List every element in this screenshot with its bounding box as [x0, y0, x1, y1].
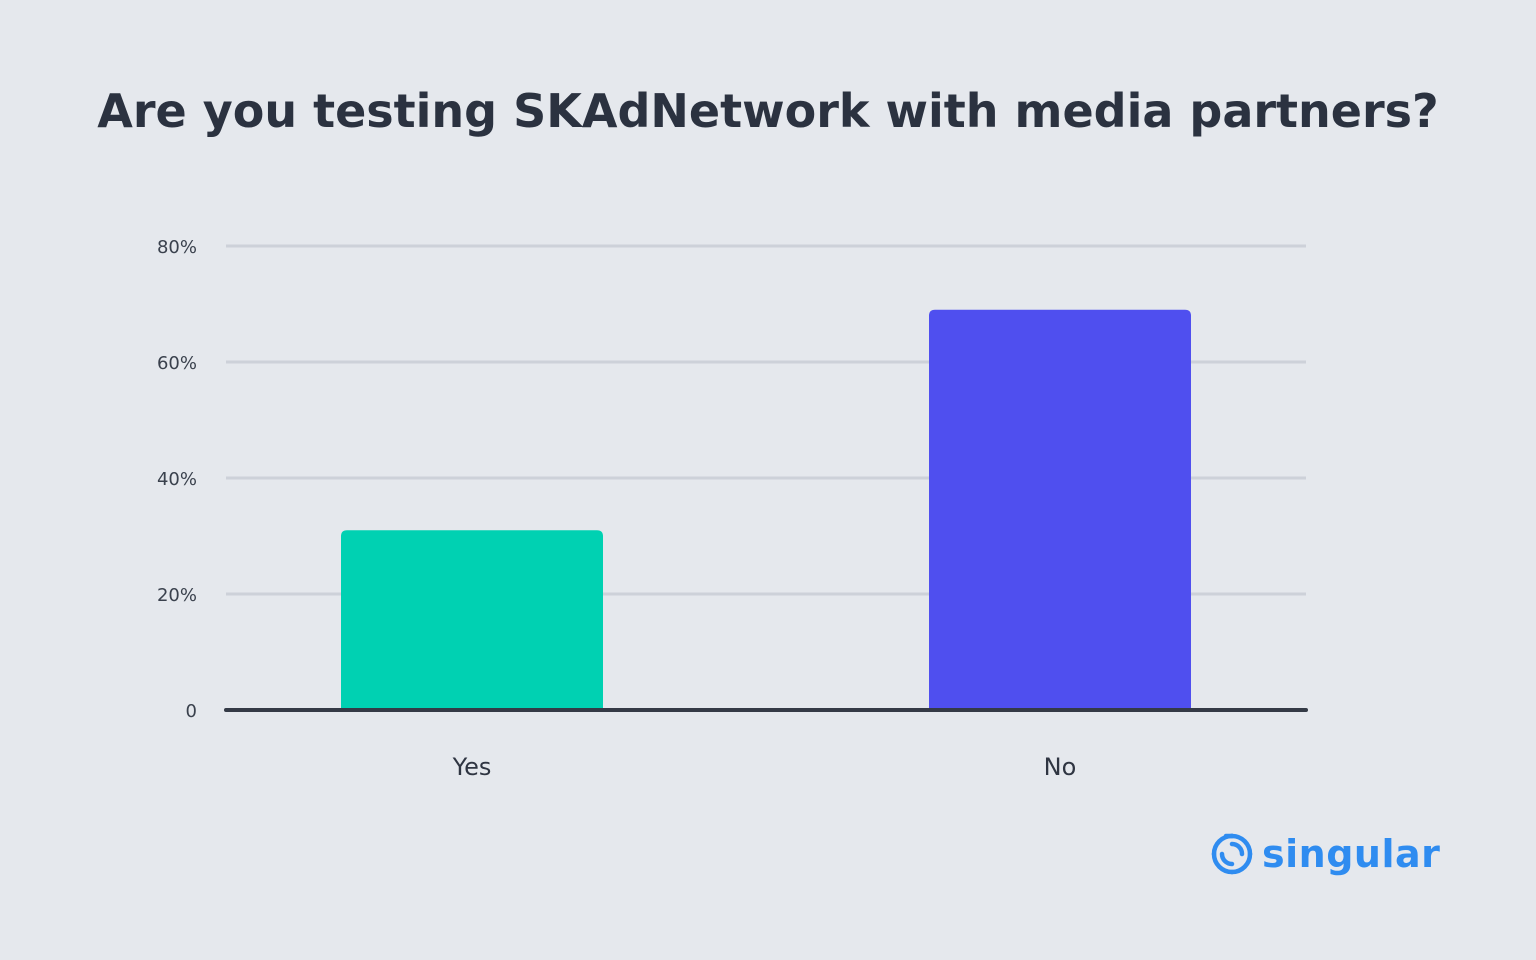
y-tick-label: 80% — [157, 237, 197, 258]
singular-logo-icon — [1211, 833, 1253, 875]
bars — [341, 309, 1191, 710]
chart-title: Are you testing SKAdNetwork with media p… — [97, 84, 1439, 138]
y-axis-ticks: 0 20% 40% 60% 80% — [157, 237, 197, 722]
y-tick-label: 0 — [186, 701, 197, 722]
x-category-label: Yes — [452, 753, 492, 781]
bar-no — [929, 309, 1191, 710]
y-tick-label: 60% — [157, 353, 197, 374]
brand-name: singular — [1262, 832, 1441, 876]
y-tick-label: 40% — [157, 469, 197, 490]
x-category-label: No — [1044, 753, 1077, 781]
y-tick-label: 20% — [157, 585, 197, 606]
x-axis-labels: Yes No — [452, 753, 1077, 781]
bar-yes — [341, 530, 603, 710]
brand-logo: singular — [1210, 826, 1440, 882]
